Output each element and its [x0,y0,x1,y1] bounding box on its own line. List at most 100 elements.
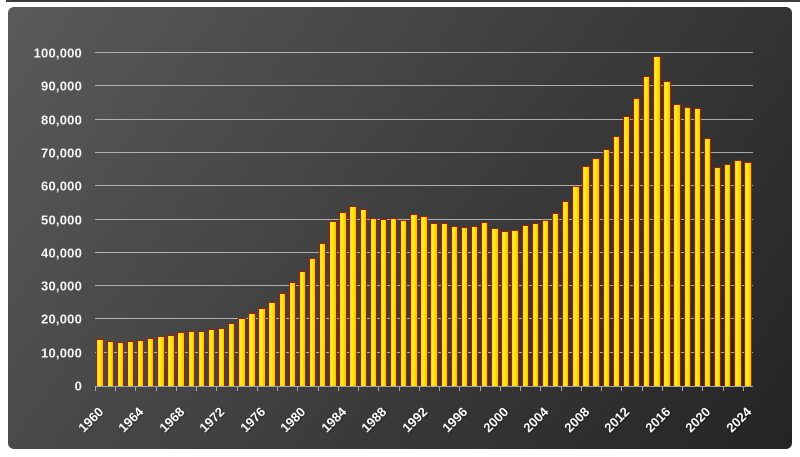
bar-2012 [622,116,631,386]
x-label-1968: 1968 [156,404,188,436]
bar-1963 [126,341,135,386]
y-tick-label-80000: 80,000 [41,112,82,128]
bar-1986 [359,209,367,386]
bar-2005 [551,213,560,386]
bar-2010 [602,149,610,386]
bar-2003 [531,223,540,386]
x-label-2012: 2012 [601,404,633,436]
bar-1998 [481,222,489,386]
bar-1962 [116,342,125,386]
x-label-2024: 2024 [723,404,755,436]
x-label-1980: 1980 [277,404,309,436]
bar-1975 [248,313,256,386]
x-label-2008: 2008 [561,404,593,436]
bar-1979 [288,282,297,386]
x-tick-1980 [297,386,299,391]
x-tick-1960 [95,386,96,391]
bar-2004 [541,220,550,386]
x-tick-2016 [661,386,663,391]
x-label-1996: 1996 [439,404,471,436]
x-label-1992: 1992 [399,404,431,436]
bar-1994 [440,223,448,386]
x-tick-1992 [418,386,420,391]
x-axis-line [95,386,753,387]
bar-2020 [703,138,712,386]
x-tick-2008 [580,386,582,391]
y-tick-label-70000: 70,000 [41,145,82,161]
bar-1988 [379,219,388,386]
x-label-2004: 2004 [520,404,552,436]
x-tick-2012 [621,386,623,391]
x-tick-2014 [641,386,643,391]
bar-1995 [450,226,459,386]
x-label-1972: 1972 [196,404,228,436]
x-label-2020: 2020 [682,404,714,436]
bar-1987 [369,218,378,386]
x-tick-2022 [722,386,724,391]
bar-1973 [228,323,236,386]
x-tick-2018 [682,386,684,391]
gridline-100000 [95,52,753,53]
x-label-1976: 1976 [237,404,269,436]
gridline-80000 [95,118,753,120]
bar-1970 [197,331,206,386]
x-tick-1976 [256,386,258,391]
bar-1966 [157,336,165,386]
bar-1982 [319,243,327,386]
x-tick-2020 [702,386,704,391]
x-tick-1972 [216,386,218,391]
gridline-70000 [95,151,753,153]
x-label-2016: 2016 [642,404,674,436]
y-tick-label-90000: 90,000 [41,78,82,94]
bar-1964 [136,340,145,386]
bar-1997 [470,226,479,386]
x-tick-1964 [135,386,137,391]
bar-1984 [339,212,347,386]
x-tick-1978 [277,386,279,391]
x-tick-1986 [358,386,360,391]
bar-1990 [400,220,408,386]
x-tick-2010 [601,386,603,391]
y-tick-label-40000: 40,000 [41,245,82,261]
x-label-1988: 1988 [358,404,390,436]
bar-1983 [329,221,337,386]
bar-2015 [653,56,661,386]
bar-2006 [562,201,570,386]
y-tick-label-0: 0 [74,378,82,394]
x-tick-2004 [540,386,542,391]
y-tick-label-20000: 20,000 [41,311,82,327]
bar-2016 [663,81,671,386]
bar-1992 [420,216,428,386]
bar-2002 [521,225,529,386]
x-tick-1988 [378,386,380,391]
bar-1974 [238,318,246,386]
x-label-1984: 1984 [318,404,350,436]
x-tick-1966 [155,386,157,391]
x-tick-1994 [439,386,441,391]
bar-1985 [349,206,357,386]
x-tick-1984 [337,386,339,391]
x-label-1960: 1960 [75,404,107,436]
bar-1996 [460,227,469,386]
x-tick-1974 [236,386,238,391]
bar-1961 [106,341,114,386]
x-label-1964: 1964 [115,404,147,436]
chart-panel: 0 10,000 20,000 30,000 40,000 50,000 60,000 70,… [8,7,792,449]
bar-2001 [511,230,519,386]
x-tick-2000 [499,386,501,391]
x-tick-2002 [520,386,522,391]
bar-1991 [410,214,418,386]
bar-2011 [612,136,621,386]
bar-2009 [592,158,600,386]
bar-2021 [713,167,722,386]
window-edge-strip [6,0,800,2]
bar-2014 [643,76,651,386]
x-tick-1970 [196,386,198,391]
bar-2022 [724,164,732,386]
x-tick-1990 [398,386,400,391]
bar-2018 [683,107,691,386]
bar-1965 [147,338,155,386]
bar-1993 [430,223,438,386]
bar-2007 [572,186,580,386]
